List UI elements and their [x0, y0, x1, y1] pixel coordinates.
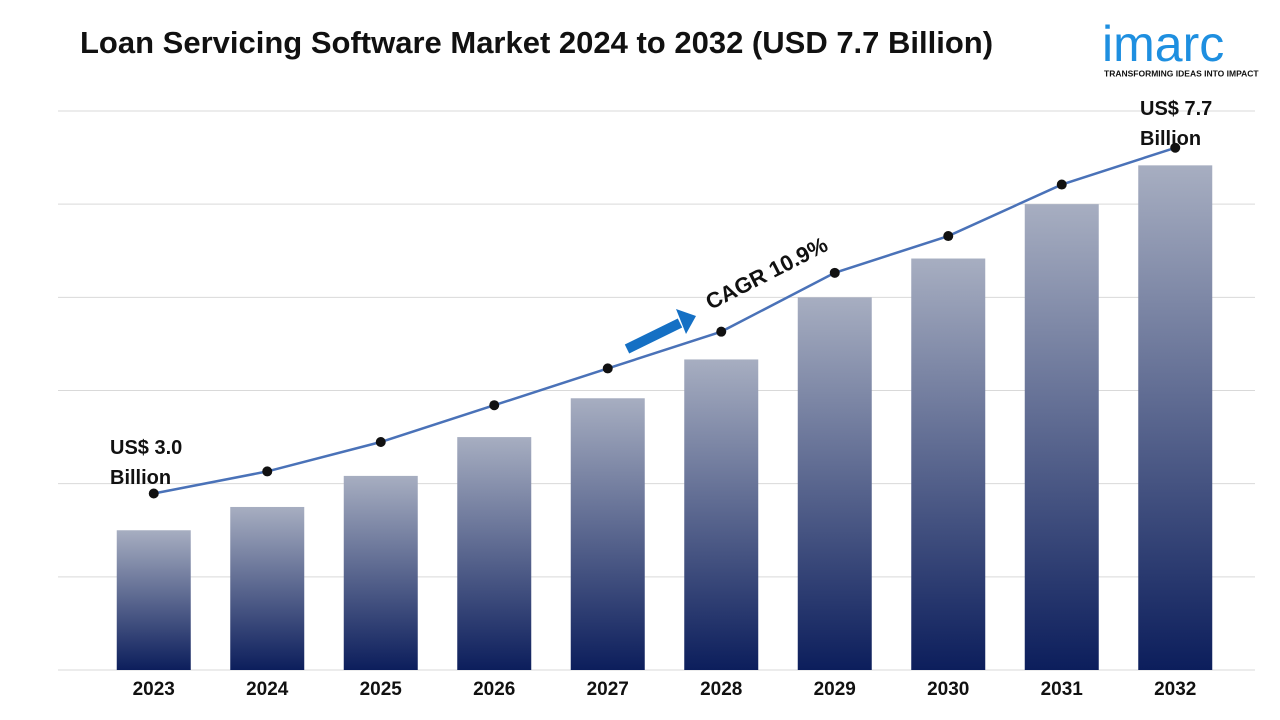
annotation: Billion [1140, 128, 1201, 150]
bar [1024, 204, 1099, 670]
x-tick-label: 2025 [360, 679, 403, 700]
chart-title: Loan Servicing Software Market 2024 to 2… [80, 25, 993, 60]
trend-marker [148, 488, 159, 499]
bar [230, 506, 305, 670]
cagr-arrow-head [676, 309, 696, 334]
trend-marker [1056, 179, 1067, 190]
trend-marker [602, 363, 613, 374]
annotation: Billion [110, 467, 171, 489]
x-tick-label: 2032 [1154, 679, 1196, 700]
x-tick-label: 2030 [927, 679, 969, 700]
bar [457, 437, 532, 670]
cagr-arrow [624, 318, 683, 354]
logo-tagline: TRANSFORMING IDEAS INTO IMPACT [1104, 68, 1259, 78]
annotation: US$ 3.0 [110, 437, 182, 459]
logo-name: imarc [1102, 16, 1224, 72]
annotation: US$ 7.7 [1140, 98, 1212, 120]
trend-marker [262, 466, 273, 477]
x-tick-label: 2024 [246, 679, 289, 700]
bar [343, 475, 418, 670]
bar [1138, 165, 1213, 670]
trend-line [153, 146, 1176, 495]
x-tick-label: 2026 [473, 679, 515, 700]
x-tick-label: 2023 [133, 679, 175, 700]
x-tick-label: 2028 [700, 679, 742, 700]
trend-marker [716, 326, 727, 337]
trend-marker [375, 436, 386, 447]
bar [797, 297, 872, 670]
bar [570, 398, 645, 670]
bar [684, 359, 759, 670]
x-tick-label: 2027 [587, 679, 629, 700]
x-tick-label: 2029 [814, 679, 856, 700]
bar [116, 530, 191, 670]
trend-marker [1170, 142, 1181, 153]
trend-marker [489, 400, 500, 411]
trend-marker [943, 231, 954, 242]
x-tick-label: 2031 [1041, 679, 1084, 700]
bar [911, 258, 986, 670]
trend-marker [829, 267, 840, 278]
logo: imarc TRANSFORMING IDEAS INTO IMPACT [1102, 16, 1259, 78]
